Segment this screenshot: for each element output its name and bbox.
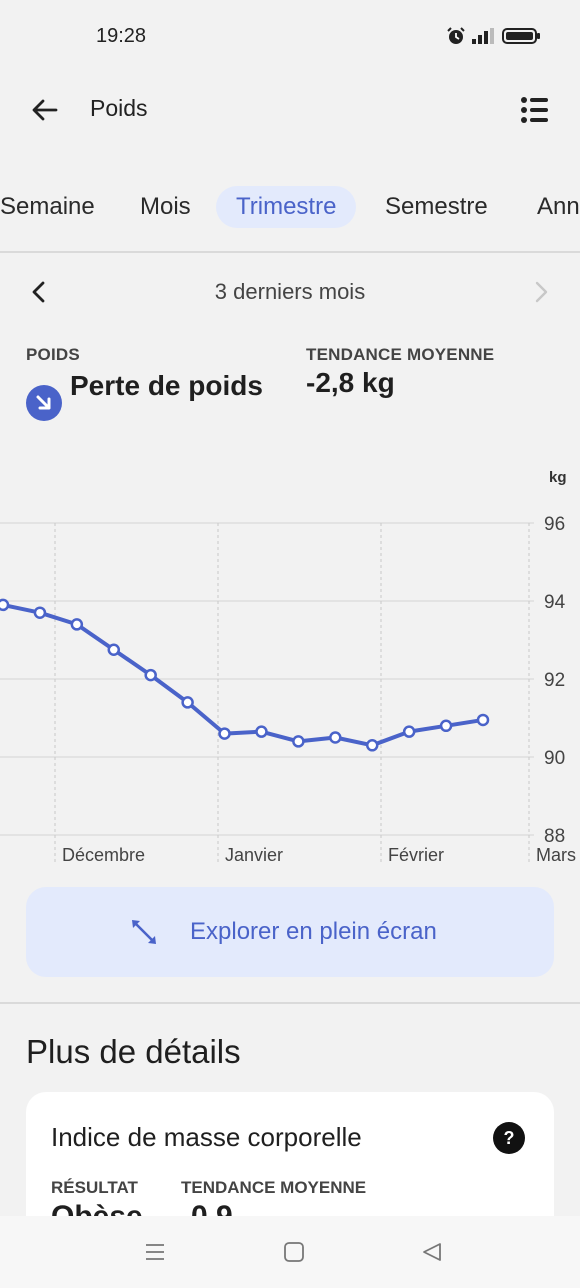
status-time: 19:28 xyxy=(96,25,147,47)
x-tick-label: Décembre xyxy=(62,845,145,865)
back-arrow-icon[interactable] xyxy=(30,95,60,125)
y-tick-label: 88 xyxy=(544,826,565,847)
data-point xyxy=(0,598,10,612)
y-tick-label: 92 xyxy=(544,670,565,691)
data-point xyxy=(107,643,121,656)
data-point xyxy=(144,668,157,682)
data-point xyxy=(181,696,194,709)
y-tick-label: 90 xyxy=(544,748,565,769)
tab-mois[interactable]: Mois xyxy=(140,193,191,220)
battery-icon xyxy=(502,28,540,44)
data-point xyxy=(218,727,231,740)
x-tick-label: Février xyxy=(388,845,444,865)
alarm-icon xyxy=(447,27,465,44)
series-line xyxy=(1,602,485,748)
y-tick-label: 94 xyxy=(544,592,566,613)
data-point xyxy=(70,618,84,631)
tab-semaine[interactable]: Semaine xyxy=(0,193,95,220)
x-tick-label: Janvier xyxy=(225,845,283,865)
data-point xyxy=(255,725,268,738)
home-icon[interactable] xyxy=(283,1241,305,1263)
help-icon[interactable]: ? xyxy=(493,1122,525,1154)
chevron-right-icon[interactable] xyxy=(532,280,550,304)
y-unit-label: kg xyxy=(549,469,567,486)
bmi-trend-label: TENDANCE MOYENNE xyxy=(181,1178,367,1197)
bmi-title: Indice de masse corporelle xyxy=(51,1122,362,1152)
expand-icon xyxy=(132,920,156,944)
data-point xyxy=(292,735,305,748)
page-title: Poids xyxy=(90,95,148,121)
system-navbar xyxy=(0,1216,580,1288)
arrow-down-right-icon xyxy=(26,385,62,421)
trend-value: -2,8 kg xyxy=(306,367,395,398)
tab-trimestre[interactable]: Trimestre xyxy=(216,186,357,228)
explore-fullscreen-button[interactable]: Explorer en plein écran xyxy=(26,887,554,977)
bmi-result-label: RÉSULTAT xyxy=(51,1178,138,1197)
section-divider xyxy=(0,1002,580,1004)
y-tick-label: 96 xyxy=(544,514,565,535)
tab-semestre[interactable]: Semestre xyxy=(385,193,488,220)
trend-label: TENDANCE MOYENNE xyxy=(306,345,495,364)
tab-divider xyxy=(0,251,580,253)
data-point xyxy=(365,739,379,752)
x-tick-label: Mars xyxy=(536,845,576,865)
chevron-left-icon[interactable] xyxy=(30,280,48,304)
explore-label: Explorer en plein écran xyxy=(190,918,437,945)
data-point xyxy=(476,713,490,727)
details-title: Plus de détails xyxy=(26,1033,241,1070)
back-triangle-icon[interactable] xyxy=(421,1241,443,1263)
list-icon[interactable] xyxy=(520,96,550,124)
menu-icon[interactable] xyxy=(144,1242,166,1262)
data-point xyxy=(33,606,47,619)
metric-label: POIDS xyxy=(26,345,80,364)
period-label: 3 derniers mois xyxy=(214,279,366,304)
metric-value: Perte de poids xyxy=(70,370,263,401)
data-point xyxy=(402,725,416,738)
tab-annee[interactable]: Anné xyxy=(537,193,580,220)
data-point xyxy=(329,731,342,744)
weight-chart[interactable]: 88 90 92 94 96 kg Décembre Janvier Février Mars xyxy=(0,460,580,870)
signal-icon xyxy=(472,28,494,44)
data-point xyxy=(439,719,453,733)
